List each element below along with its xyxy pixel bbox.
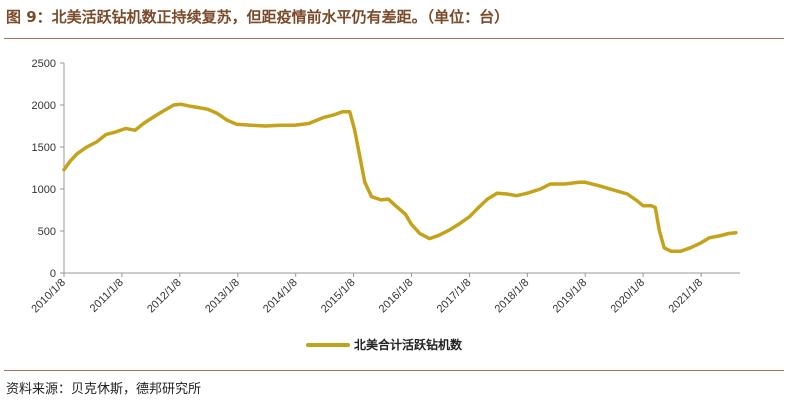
series-layer: [62, 102, 738, 253]
y-tick-label: 1000: [32, 184, 56, 196]
legend-label: 北美合计活跃钻机数: [354, 337, 463, 352]
x-tick-label: 2019/1/8: [551, 277, 590, 316]
x-tick-label: 2013/1/8: [203, 277, 242, 316]
x-tick-label: 2010/1/8: [29, 277, 68, 316]
source-note: 资料来源：贝克休斯，德邦研究所: [6, 382, 202, 397]
x-tick-label: 2018/1/8: [493, 277, 532, 316]
y-axis: 0 500 1000 1500 2000 2500: [32, 58, 65, 280]
x-tick-label: 2011/1/8: [88, 277, 126, 315]
x-tick-label: 2021/1/8: [667, 277, 706, 316]
x-tick-label: 2020/1/8: [608, 277, 647, 316]
chart-title: 图 9：北美活跃钻机数正持续复苏，但距疫情前水平仍有差距。（单位：台）: [6, 8, 510, 26]
footer-divider: [4, 370, 784, 371]
y-tick-label: 1500: [32, 142, 56, 154]
y-tick-label: 2500: [32, 58, 56, 70]
x-tick-label: 2012/1/8: [145, 277, 184, 316]
title-divider: [4, 38, 784, 39]
y-tick-label: 500: [38, 226, 56, 238]
legend: 北美合计活跃钻机数: [306, 337, 463, 352]
x-tick-label: 2016/1/8: [377, 277, 416, 316]
y-tick-label: 0: [50, 268, 56, 280]
x-tick-label: 2015/1/8: [319, 277, 358, 316]
x-tick-label: 2017/1/8: [435, 277, 474, 316]
series-line-rig-count: [62, 102, 738, 253]
x-tick-label: 2014/1/8: [261, 277, 300, 316]
x-axis: 2010/1/8 2011/1/8 2012/1/8 2013/1/8 2014/1/8…: [29, 272, 740, 316]
y-tick-label: 2000: [32, 100, 56, 112]
